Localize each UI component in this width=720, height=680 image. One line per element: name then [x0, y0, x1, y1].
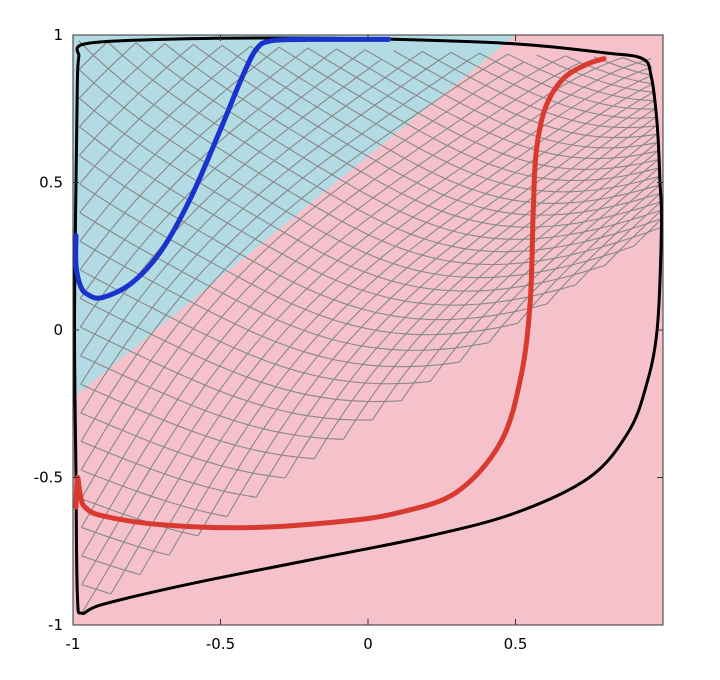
mesh-line — [81, 58, 652, 614]
mesh-line — [80, 326, 373, 421]
mesh-line — [80, 61, 525, 499]
mesh-line — [80, 440, 257, 498]
mesh-line — [197, 91, 654, 537]
red-curve — [73, 56, 607, 531]
mesh-line — [78, 126, 576, 306]
blue-curve — [73, 36, 392, 301]
mesh-line — [284, 117, 656, 479]
y-tick-label: 1 — [53, 26, 63, 44]
x-tick-label: 0 — [363, 635, 373, 653]
mesh-line — [371, 142, 658, 421]
mesh-line — [81, 555, 141, 576]
mesh-line — [79, 212, 489, 351]
watermark: 知乎 @鸣也 — [615, 644, 706, 664]
y-tick-label: 0 — [53, 321, 63, 339]
mesh-line — [633, 217, 663, 247]
mesh-line — [459, 167, 660, 363]
mesh-line — [80, 383, 315, 460]
mesh-line — [401, 150, 659, 402]
mesh-line — [255, 108, 656, 498]
chart-ticks — [72, 34, 663, 626]
chart-mesh — [78, 40, 663, 614]
y-tick-label: -1 — [48, 616, 63, 634]
x-tick-label: 0.5 — [504, 635, 528, 653]
mesh-line — [80, 469, 228, 518]
mesh-line — [79, 297, 402, 403]
mesh-line — [81, 526, 170, 556]
mesh-line — [79, 154, 547, 321]
y-tick-label: 0.5 — [39, 174, 63, 192]
mesh-line — [604, 209, 663, 266]
mesh-line — [110, 66, 653, 595]
mesh-line — [80, 355, 344, 440]
mesh-line — [78, 69, 635, 279]
mesh-line — [342, 133, 657, 440]
mesh-line — [81, 498, 199, 537]
x-tick-label: -0.5 — [206, 635, 235, 653]
mesh-line — [81, 62, 581, 557]
mesh-line — [430, 159, 659, 382]
mesh-line — [80, 412, 286, 479]
y-tick-label: -0.5 — [34, 469, 63, 487]
mesh-line — [517, 184, 661, 324]
mesh-line — [575, 201, 662, 286]
mesh-line — [168, 83, 654, 556]
mesh-line — [546, 192, 661, 305]
chart-tick-labels: -1 -0.5 0 0.5 1 0.5 0 -0.5 -1 — [34, 26, 528, 653]
mesh-line — [81, 584, 112, 595]
x-tick-label: -1 — [66, 635, 81, 653]
mesh-line — [488, 175, 660, 344]
mesh-line — [313, 125, 657, 459]
